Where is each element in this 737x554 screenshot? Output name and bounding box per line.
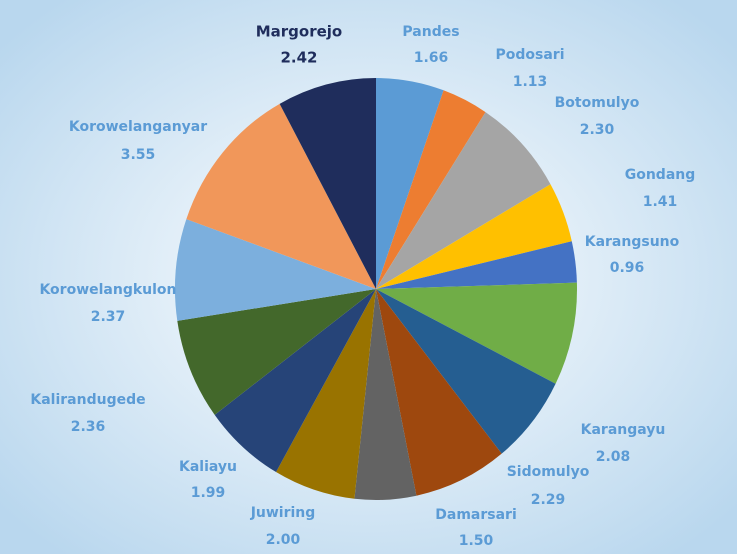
slice-label: Kaliayu — [179, 459, 237, 475]
pie-slice — [177, 289, 376, 415]
slice-value: 2.36 — [71, 419, 106, 435]
slice-label: Korowelanganyar — [69, 119, 207, 135]
slice-value: 2.08 — [596, 449, 631, 465]
slice-value: 0.96 — [610, 260, 645, 276]
slice-value: 2.42 — [280, 49, 317, 67]
slice-label: Karangsuno — [585, 234, 680, 250]
slice-value: 3.55 — [121, 147, 156, 163]
slice-label: Karangayu — [581, 422, 666, 438]
slice-label: Juwiring — [250, 505, 316, 521]
slice-label: Damarsari — [435, 507, 517, 523]
slice-value: 1.50 — [459, 533, 494, 549]
slice-value: 2.30 — [580, 122, 615, 138]
pie-slice — [276, 289, 376, 499]
slice-value: 2.37 — [91, 309, 126, 325]
slice-value: 1.13 — [513, 74, 548, 90]
pie-slice — [376, 241, 577, 289]
pie-slice — [186, 103, 376, 289]
slice-value: 2.00 — [266, 532, 301, 548]
slice-label: Margorejo — [256, 23, 343, 41]
pie-slice — [376, 184, 572, 289]
slice-value: 2.29 — [531, 492, 566, 508]
slice-label: Sidomulyo — [507, 464, 590, 480]
slice-value: 1.41 — [643, 194, 678, 210]
pie-slice — [354, 289, 417, 500]
slice-label: Korowelangkulon — [39, 282, 176, 298]
slice-value: 1.99 — [191, 485, 226, 501]
pie-slice — [376, 112, 551, 289]
pie-slice — [376, 90, 486, 289]
slice-value: 1.66 — [414, 50, 449, 66]
slice-label: Botomulyo — [555, 95, 640, 111]
slice-label: Podosari — [495, 47, 564, 63]
pie-slice — [376, 78, 444, 289]
slice-label: Pandes — [402, 24, 459, 40]
slice-label: Kalirandugede — [30, 392, 145, 408]
slice-label: Gondang — [625, 167, 696, 183]
pie-slice — [214, 289, 376, 473]
pie-slice — [376, 282, 577, 384]
pie-slice — [376, 289, 556, 454]
pie-slice — [279, 78, 376, 289]
pie-slice — [174, 219, 376, 321]
pie-slice — [376, 289, 502, 496]
